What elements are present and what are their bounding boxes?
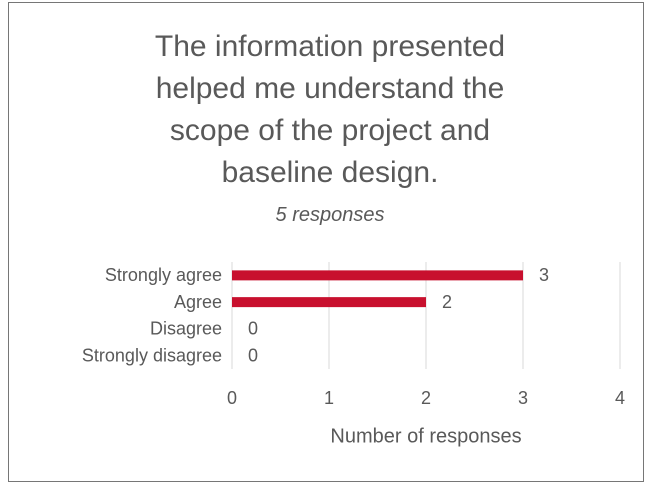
y-tick-label: Agree [174,292,222,312]
data-label: 0 [248,319,258,339]
bar [232,297,426,308]
chart-title: The information presented helped me unde… [154,30,506,189]
data-label: 0 [248,345,258,365]
x-tick-label: 2 [421,388,431,408]
x-tick-label: 3 [518,388,528,408]
y-tick-label: Disagree [150,319,222,339]
bar [232,270,523,281]
x-tick-label: 0 [227,388,237,408]
chart-subtitle: 5 responses [275,204,385,226]
x-tick-label: 1 [324,388,334,408]
data-label: 3 [539,265,549,285]
x-axis-title: Number of responses [330,425,521,447]
x-tick-label: 4 [615,388,625,408]
y-tick-label: Strongly agree [105,265,222,285]
data-label: 2 [442,292,452,312]
y-tick-label: Strongly disagree [82,345,222,365]
